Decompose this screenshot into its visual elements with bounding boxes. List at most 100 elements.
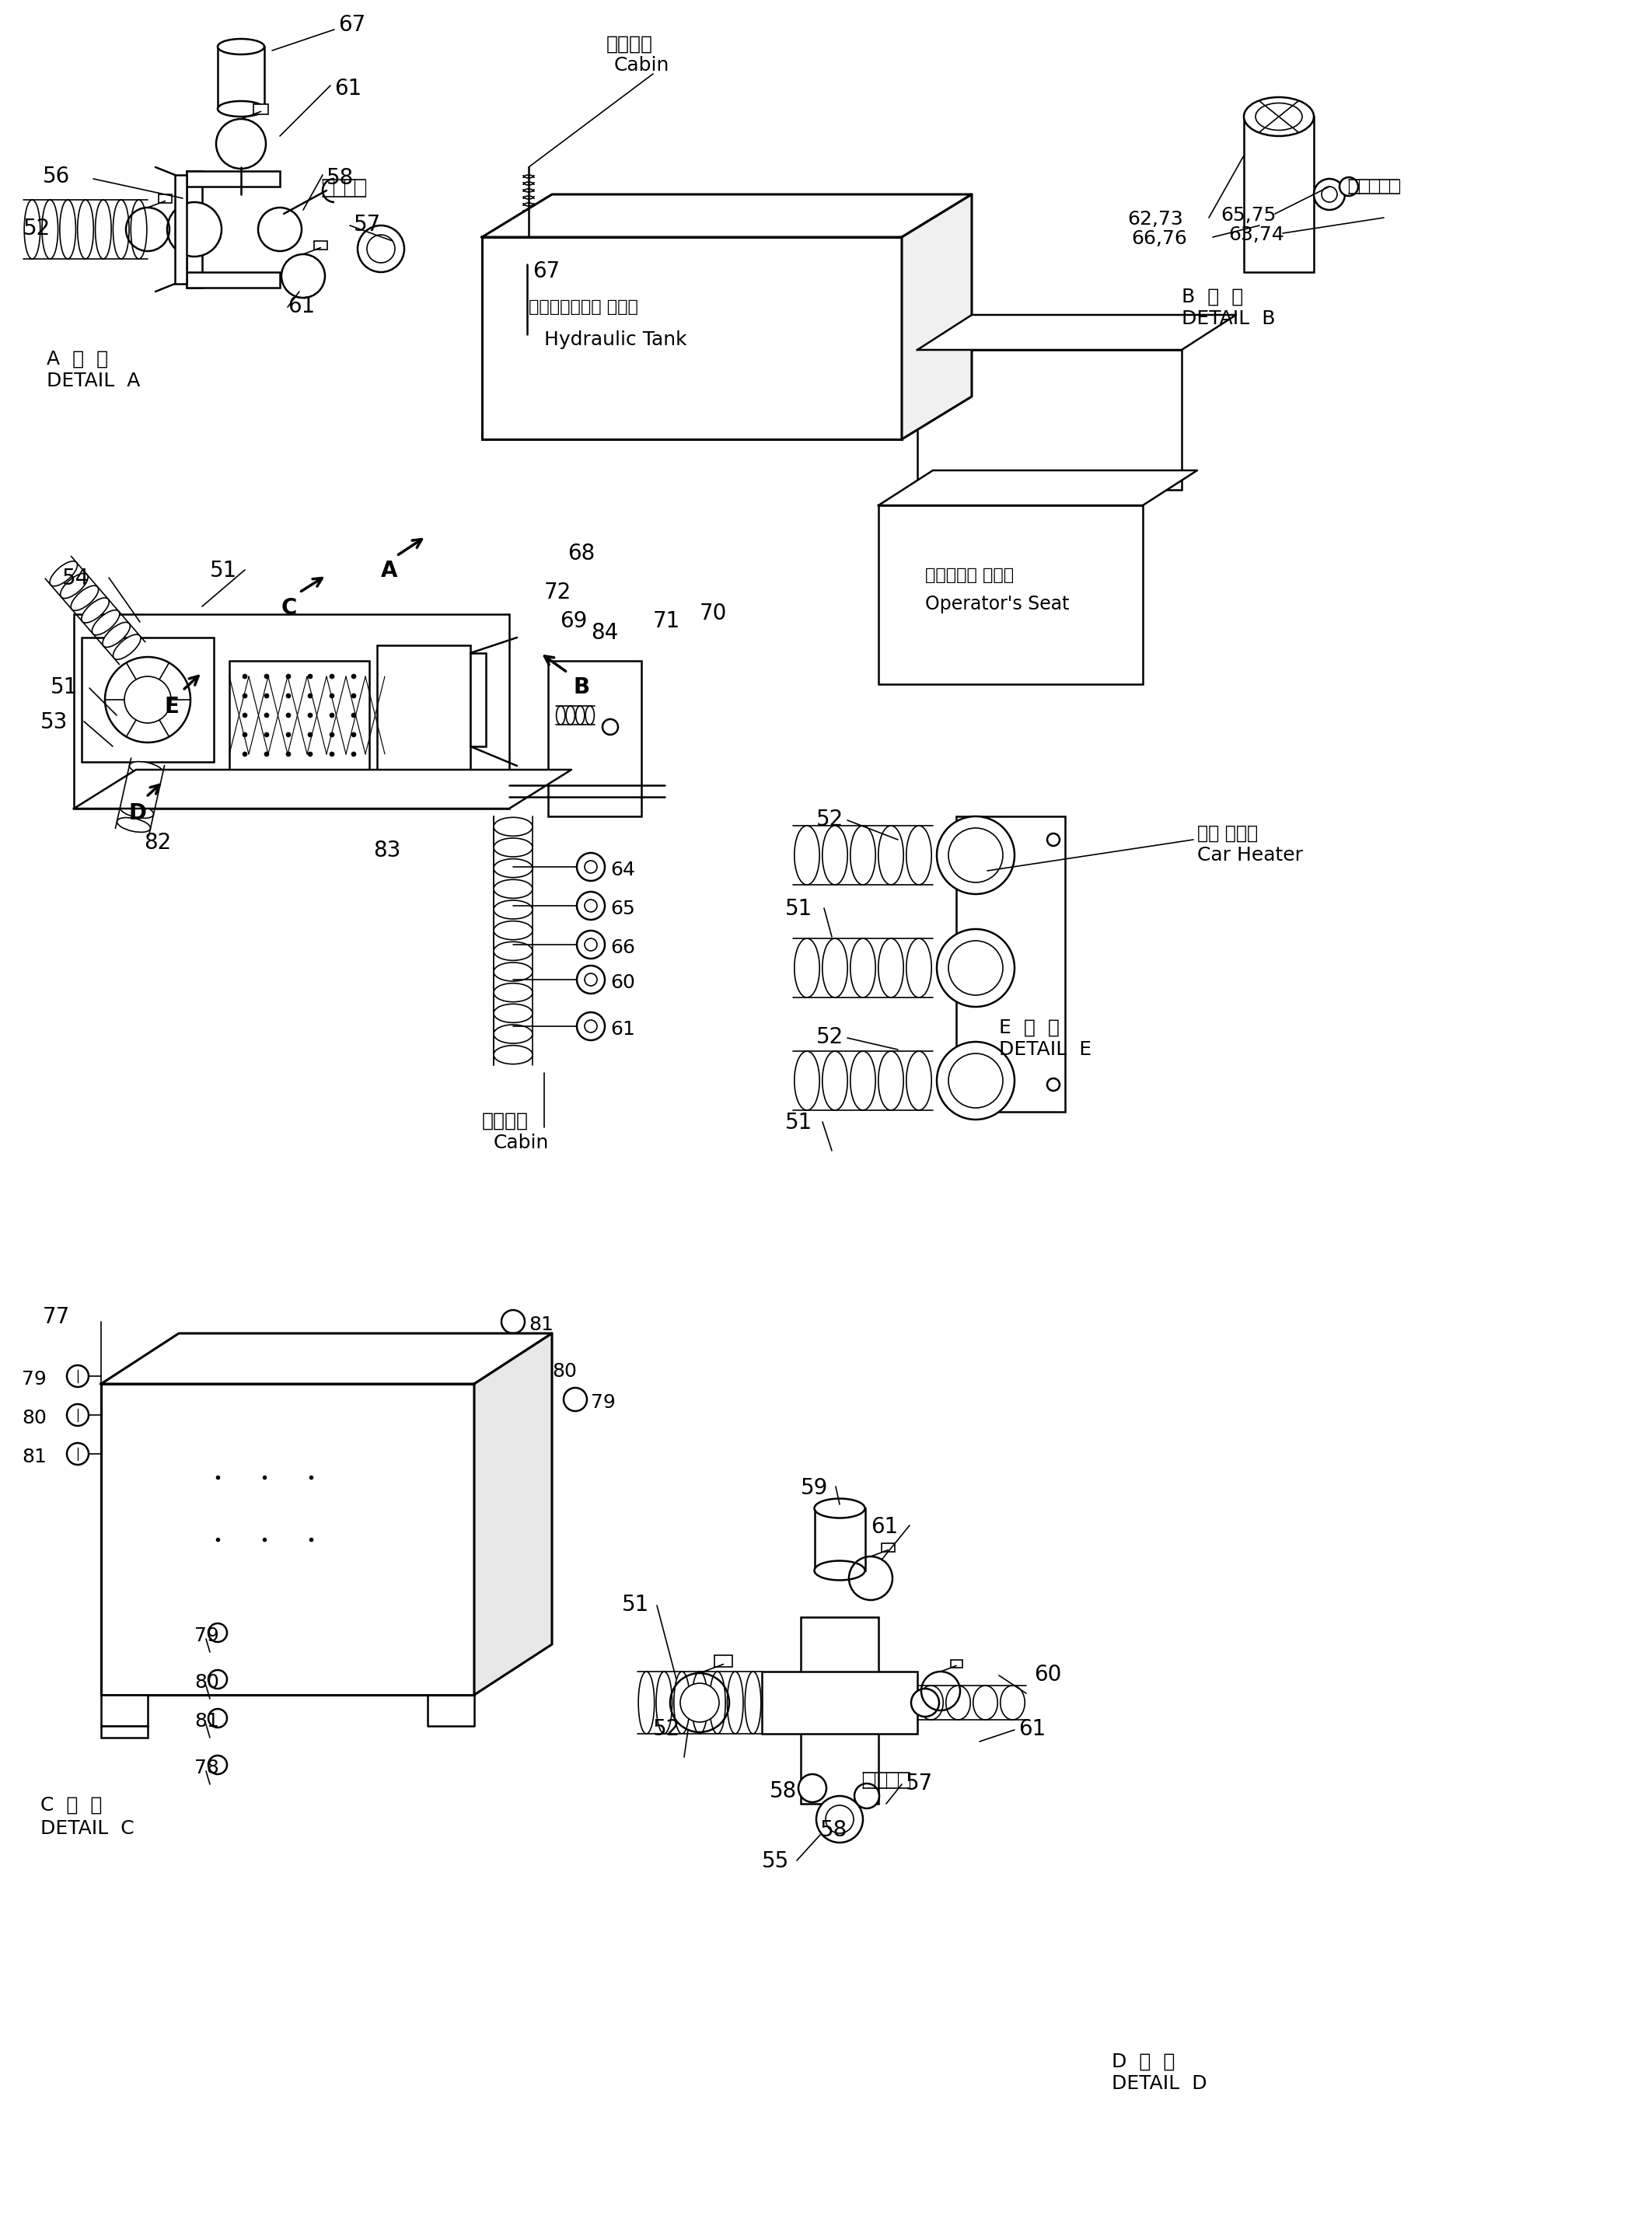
Text: 79: 79 [21, 1371, 46, 1389]
Ellipse shape [131, 201, 147, 259]
Polygon shape [917, 314, 1236, 350]
Ellipse shape [124, 789, 157, 805]
Circle shape [307, 713, 312, 718]
Text: 52: 52 [653, 1719, 681, 1741]
Text: 58: 58 [819, 1819, 847, 1841]
Ellipse shape [81, 597, 109, 622]
Text: 70: 70 [700, 602, 727, 624]
Ellipse shape [129, 762, 164, 776]
Text: キャビン: キャビン [606, 36, 653, 53]
Text: A  詳  細: A 詳 細 [46, 350, 107, 368]
Circle shape [264, 673, 269, 678]
Text: 79: 79 [591, 1393, 616, 1411]
Ellipse shape [25, 201, 40, 259]
Ellipse shape [795, 1052, 819, 1110]
Text: 84: 84 [591, 622, 618, 644]
Bar [159, 194, 172, 203]
Circle shape [577, 965, 605, 994]
Ellipse shape [907, 825, 932, 885]
Text: 71: 71 [653, 611, 681, 633]
Text: 54: 54 [63, 568, 89, 588]
Text: 60: 60 [610, 974, 634, 992]
Text: 57: 57 [905, 1772, 933, 1794]
Circle shape [307, 733, 312, 738]
Circle shape [66, 1364, 89, 1386]
Bar [714, 1656, 732, 1667]
Ellipse shape [494, 1003, 532, 1023]
Circle shape [243, 733, 248, 738]
Ellipse shape [1256, 103, 1302, 129]
Circle shape [585, 860, 596, 874]
Text: A: A [382, 559, 398, 582]
Bar [187, 172, 202, 288]
Circle shape [286, 693, 291, 698]
Bar [314, 241, 327, 250]
Circle shape [352, 733, 357, 738]
Polygon shape [101, 1333, 552, 1384]
Ellipse shape [795, 938, 819, 999]
Ellipse shape [907, 938, 932, 999]
Ellipse shape [656, 1672, 672, 1734]
Text: 72: 72 [544, 582, 572, 604]
Text: 52: 52 [816, 1025, 844, 1048]
Ellipse shape [823, 938, 847, 999]
Circle shape [330, 713, 334, 718]
Circle shape [816, 1797, 862, 1843]
Text: 51: 51 [785, 898, 813, 921]
Ellipse shape [851, 938, 876, 999]
Circle shape [961, 1079, 975, 1090]
Bar [101, 1384, 474, 1694]
Circle shape [961, 834, 975, 845]
Ellipse shape [674, 1672, 691, 1734]
Text: 82: 82 [144, 831, 172, 854]
Ellipse shape [59, 201, 76, 259]
Circle shape [243, 693, 248, 698]
Bar [879, 506, 1143, 684]
Circle shape [352, 751, 357, 756]
Text: 66: 66 [610, 938, 634, 956]
Bar [1244, 116, 1313, 272]
Circle shape [563, 1389, 586, 1411]
Ellipse shape [494, 901, 532, 918]
Text: 79: 79 [195, 1627, 220, 1645]
Circle shape [937, 929, 1014, 1008]
Circle shape [208, 1756, 226, 1774]
Circle shape [243, 673, 248, 678]
Text: 61: 61 [871, 1516, 899, 1538]
Ellipse shape [919, 1685, 943, 1721]
Text: B  詳  細: B 詳 細 [1181, 288, 1244, 305]
Text: 62,73: 62,73 [1127, 210, 1183, 230]
Circle shape [307, 673, 312, 678]
Ellipse shape [61, 573, 88, 597]
Text: 51: 51 [785, 1112, 813, 1135]
Circle shape [330, 733, 334, 738]
Ellipse shape [973, 1685, 998, 1721]
Circle shape [585, 938, 596, 952]
Ellipse shape [577, 707, 585, 724]
Ellipse shape [78, 201, 94, 259]
Circle shape [330, 673, 334, 678]
Bar [882, 1542, 895, 1551]
Circle shape [585, 974, 596, 985]
Ellipse shape [557, 707, 565, 724]
Text: 57: 57 [354, 214, 382, 236]
Text: 69: 69 [560, 611, 586, 633]
Text: 63,74: 63,74 [1229, 225, 1284, 245]
Ellipse shape [50, 562, 78, 586]
Ellipse shape [218, 38, 264, 53]
Circle shape [167, 203, 221, 256]
Ellipse shape [745, 1672, 762, 1734]
Text: Cabin: Cabin [615, 56, 669, 74]
Ellipse shape [907, 1052, 932, 1110]
Ellipse shape [947, 1685, 970, 1721]
Text: 66,76: 66,76 [1132, 230, 1188, 247]
Bar [548, 660, 641, 816]
Ellipse shape [126, 776, 160, 791]
Text: E: E [165, 695, 180, 718]
Ellipse shape [41, 201, 58, 259]
Bar [81, 637, 213, 762]
Circle shape [1047, 834, 1059, 845]
Circle shape [1340, 178, 1358, 196]
Text: 55: 55 [762, 1850, 790, 1872]
Circle shape [577, 892, 605, 921]
